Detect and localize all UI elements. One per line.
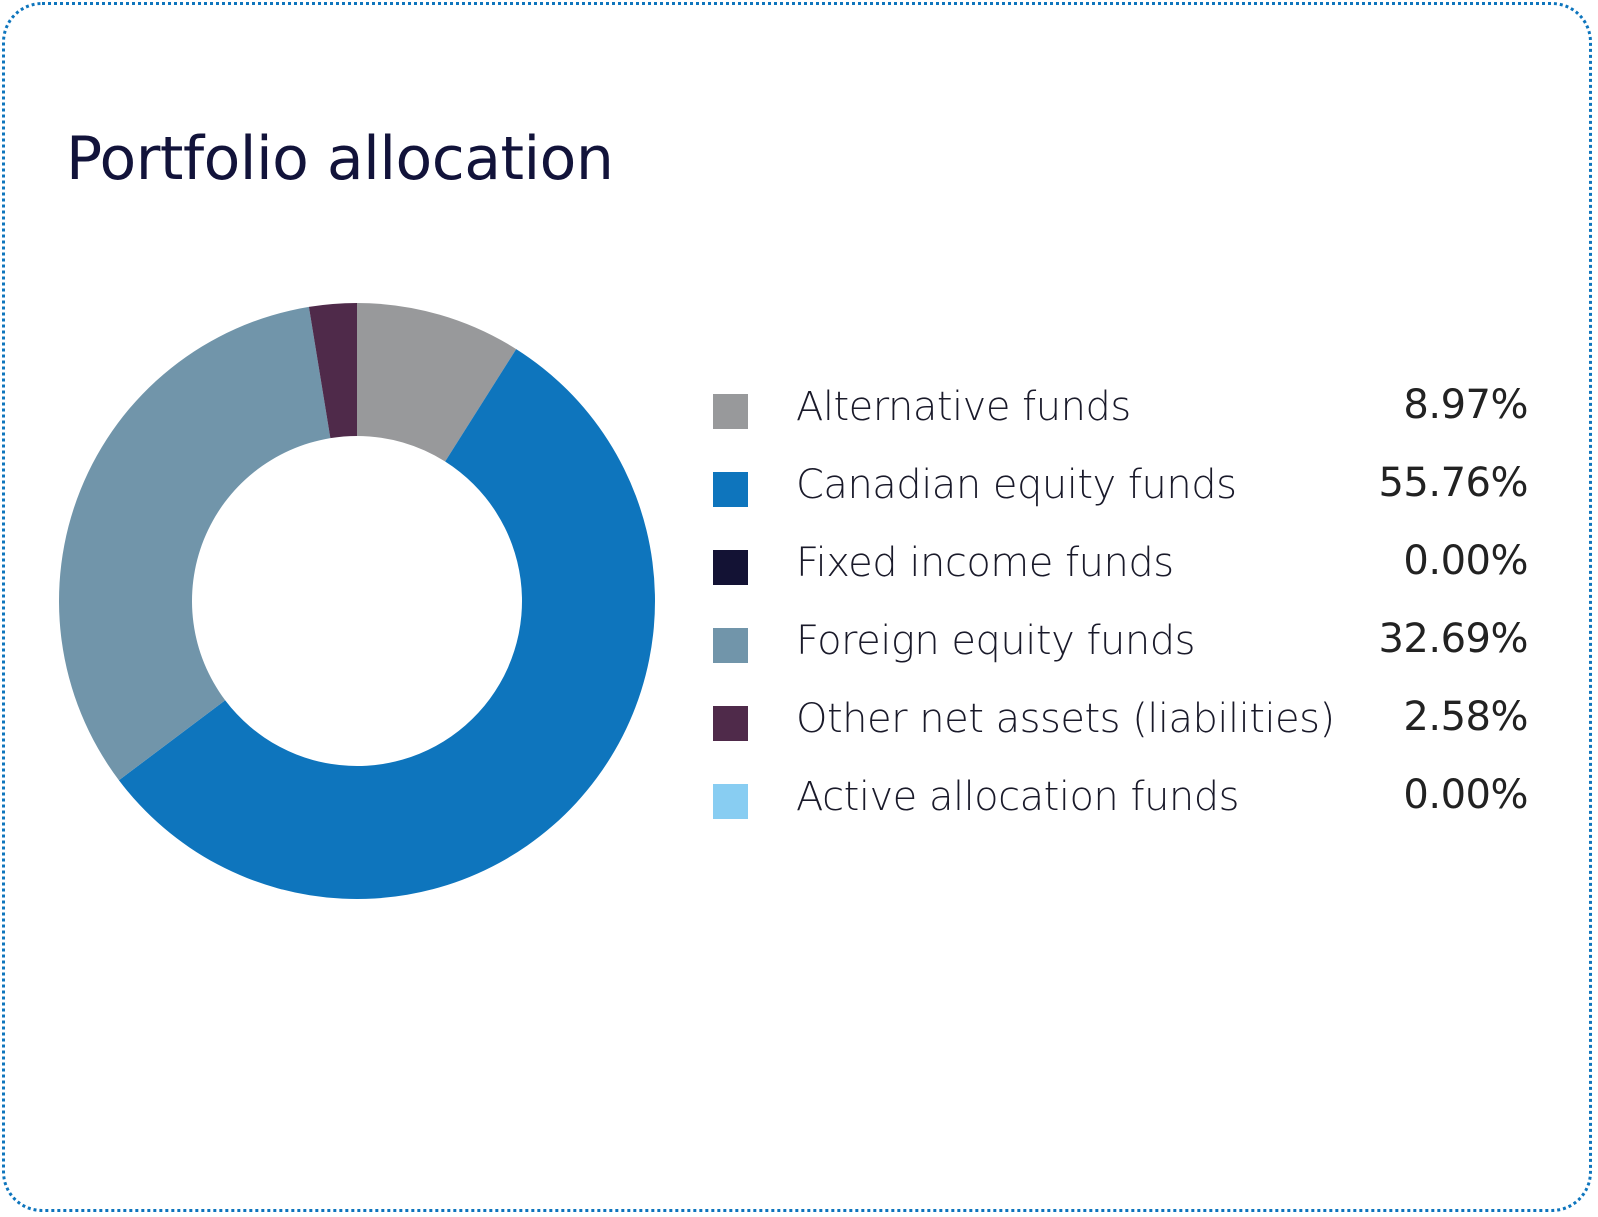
legend-swatch	[713, 550, 748, 585]
legend-swatch	[713, 706, 748, 741]
legend-item: Canadian equity funds 55.76%	[713, 460, 1528, 544]
legend-label: Fixed income funds	[796, 540, 1174, 586]
legend-label: Alternative funds	[796, 384, 1131, 430]
donut-chart	[58, 303, 655, 900]
legend-item: Other net assets (liabilities) 2.58%	[713, 694, 1528, 778]
legend-item: Foreign equity funds 32.69%	[713, 616, 1528, 700]
legend-label: Foreign equity funds	[796, 618, 1195, 664]
legend-value: 8.97%	[1403, 382, 1528, 428]
legend-label: Other net assets (liabilities)	[796, 696, 1335, 742]
legend-value: 0.00%	[1403, 538, 1528, 584]
legend-value: 32.69%	[1378, 616, 1528, 662]
donut-slice-foreign-equity-funds	[58, 306, 331, 781]
legend-value: 0.00%	[1403, 772, 1528, 818]
donut-slice-alternative-funds	[357, 303, 517, 462]
legend-swatch	[713, 394, 748, 429]
legend-item: Fixed income funds 0.00%	[713, 538, 1528, 622]
legend-swatch	[713, 784, 748, 819]
donut-slice-canadian-equity-funds	[118, 349, 655, 900]
legend-value: 2.58%	[1403, 694, 1528, 740]
legend-label: Canadian equity funds	[796, 462, 1237, 508]
legend-swatch	[713, 472, 748, 507]
legend-item: Active allocation funds 0.00%	[713, 772, 1528, 856]
chart-title: Portfolio allocation	[66, 124, 614, 194]
legend-value: 55.76%	[1378, 460, 1528, 506]
legend-swatch	[713, 628, 748, 663]
legend-item: Alternative funds 8.97%	[713, 382, 1528, 466]
donut-slice-other-net-assets-liabilities	[308, 303, 357, 439]
chart-legend: Alternative funds 8.97% Canadian equity …	[713, 382, 1528, 856]
legend-label: Active allocation funds	[796, 774, 1240, 820]
